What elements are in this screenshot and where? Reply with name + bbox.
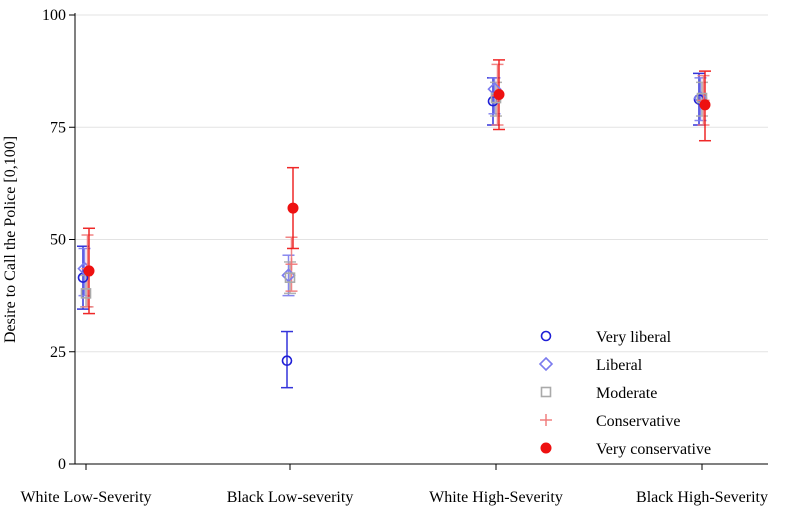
legend: Very liberal Liberal Moderate Conservative V…: [538, 329, 711, 458]
y-tick-label: 75: [50, 119, 66, 136]
x-tick-label: White Low-Severity: [20, 489, 151, 506]
error-bar: [284, 261, 296, 295]
x-tick-label: Black High-Severity: [636, 489, 768, 506]
x-tick-label: Black Low-severity: [227, 489, 354, 506]
y-tick-label: 50: [50, 232, 66, 249]
data-point: [493, 88, 505, 100]
legend-label: Conservative: [596, 413, 680, 430]
data-point: [281, 355, 293, 367]
error-bar: [490, 81, 502, 117]
y-tick-label: 25: [50, 344, 66, 361]
points-very-conservative: [83, 88, 711, 277]
series-very-conservative: [83, 59, 711, 315]
points-liberal: [77, 81, 708, 283]
legend-item: Moderate: [540, 385, 657, 402]
data-point: [287, 202, 299, 214]
y-tick-label: 100: [42, 7, 66, 24]
points-very-liberal: [77, 94, 705, 367]
y-tick-label: 0: [58, 456, 66, 473]
legend-label: Very conservative: [596, 441, 711, 458]
series-moderate: [80, 81, 708, 308]
legend-marker: [538, 356, 554, 372]
grid-lines: [75, 14, 768, 353]
axes: [74, 13, 768, 465]
data-point: [284, 272, 296, 283]
x-tick-label: White High-Severity: [429, 489, 563, 506]
legend-label: Liberal: [596, 357, 643, 374]
legend-item: Liberal: [538, 356, 643, 374]
data-point: [83, 265, 95, 277]
legend-item: Conservative: [540, 413, 680, 430]
series-liberal: [78, 77, 707, 297]
legend-marker: [540, 442, 552, 454]
points-moderate: [80, 92, 708, 299]
legend-label: Moderate: [596, 385, 657, 402]
legend-marker: [540, 386, 552, 398]
plot-area: [77, 59, 711, 389]
legend-marker: [540, 414, 552, 426]
legend-item: Very liberal: [540, 329, 672, 346]
legend-label: Very liberal: [596, 329, 672, 346]
points-conservative: [81, 89, 710, 275]
error-bar: [281, 330, 293, 389]
y-axis-ticks: 0 25 50 75 100: [42, 7, 75, 473]
legend-marker: [540, 330, 552, 342]
error-bar: [696, 81, 708, 117]
legend-item: Very conservative: [540, 441, 711, 458]
data-point: [699, 99, 711, 111]
x-axis-ticks: White Low-Severity Black Low-severity Whit…: [20, 464, 768, 506]
y-axis-label: Desire to Call the Police [0,100]: [2, 136, 19, 343]
data-point: [285, 258, 298, 271]
series-conservative: [81, 63, 710, 308]
data-point: [80, 288, 92, 299]
